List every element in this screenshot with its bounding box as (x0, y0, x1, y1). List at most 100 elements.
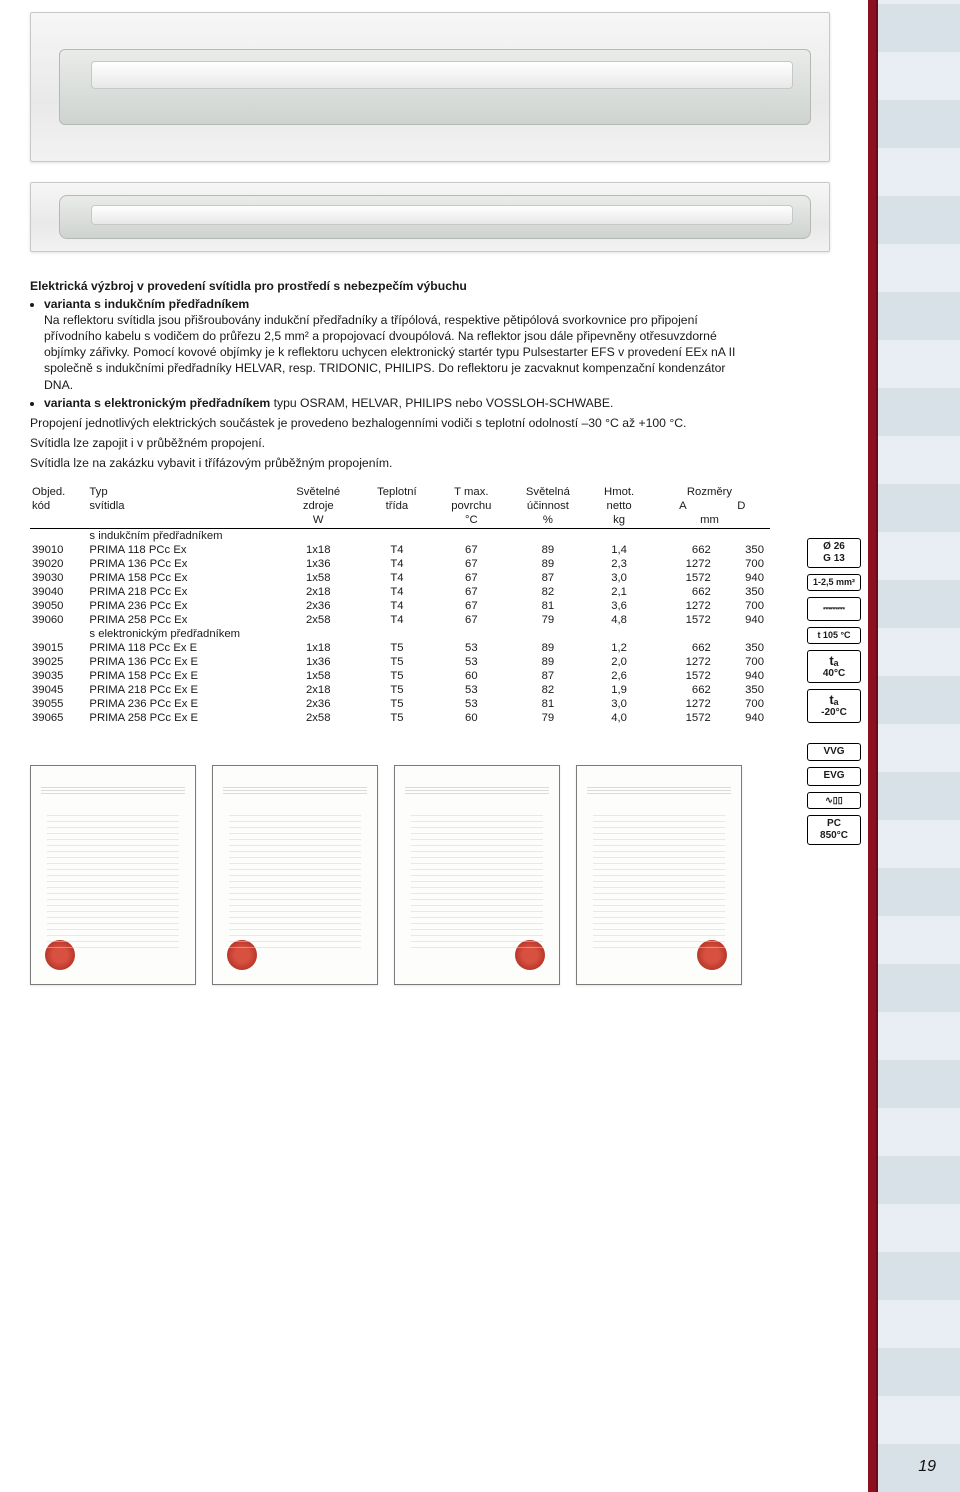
th-dim-A: A (653, 499, 717, 513)
cell-zdroj: 2x58 (279, 613, 362, 627)
cell-zdroj: 1x58 (279, 571, 362, 585)
cell-uc: 79 (511, 613, 590, 627)
table-row: 39015PRIMA 118 PCc Ex E1x18T553891,26623… (30, 641, 770, 655)
th-kod-b: kód (30, 499, 87, 513)
cell-uc: 89 (511, 641, 590, 655)
spec-table-wrap: Objed. Typ Světelné Teplotní T max. Svět… (30, 485, 862, 725)
cell-trida: T4 (362, 543, 436, 557)
table-row: 39035PRIMA 158 PCc Ex E1x58T560872,61572… (30, 669, 770, 683)
th-zdroj-b: zdroje (279, 499, 362, 513)
cell-tmax: 67 (436, 613, 510, 627)
spec-icon-g13: G 13 (810, 554, 858, 565)
th-unit-pct: % (511, 513, 590, 529)
cell-hm: 3,6 (589, 599, 653, 613)
bullet-electronic: varianta s elektronickým předřadníkem ty… (44, 395, 750, 411)
cell-kod: 39030 (30, 571, 87, 585)
table-row: 39050PRIMA 236 PCc Ex2x36T467813,6127270… (30, 599, 770, 613)
cell-typ: PRIMA 258 PCc Ex (87, 613, 278, 627)
cell-typ: PRIMA 258 PCc Ex E (87, 711, 278, 725)
cell-kod: 39035 (30, 669, 87, 683)
table-row: 39045PRIMA 218 PCc Ex E2x18T553821,96623… (30, 683, 770, 697)
spec-icon-t105: t 105 °C (807, 627, 861, 644)
th-trida-b: třída (362, 499, 436, 513)
th-typ-b: svítidla (87, 499, 278, 513)
heading: Elektrická výzbroj v provedení svítidla … (30, 278, 750, 294)
cell-typ: PRIMA 118 PCc Ex E (87, 641, 278, 655)
cell-zdroj: 1x36 (279, 655, 362, 669)
spec-icon-ta-low: tₐ -20°C (807, 689, 861, 722)
cell-A: 1272 (653, 697, 717, 711)
cell-uc: 82 (511, 683, 590, 697)
cell-tmax: 67 (436, 585, 510, 599)
cell-typ: PRIMA 158 PCc Ex E (87, 669, 278, 683)
bullet-electronic-tail: typu OSRAM, HELVAR, PHILIPS nebo VOSSLOH… (270, 396, 613, 410)
cell-tmax: 67 (436, 557, 510, 571)
cell-D: 700 (717, 557, 770, 571)
cell-trida: T5 (362, 683, 436, 697)
cell-uc: 81 (511, 599, 590, 613)
cell-zdroj: 1x36 (279, 557, 362, 571)
bullet-inductive: varianta s indukčním předřadníkem Na ref… (44, 296, 750, 393)
spec-icon-ta-high: tₐ 40°C (807, 650, 861, 683)
certificate-2 (212, 765, 378, 985)
spec-icon-evg: EVG (807, 767, 861, 786)
spec-icon-wave: ∿▯▯ (807, 792, 861, 809)
table-row: 39020PRIMA 136 PCc Ex1x36T467892,3127270… (30, 557, 770, 571)
cell-D: 940 (717, 669, 770, 683)
bullet-inductive-lead: varianta s indukčním předřadníkem (44, 297, 249, 311)
cell-kod: 39020 (30, 557, 87, 571)
cell-hm: 2,1 (589, 585, 653, 599)
cell-uc: 87 (511, 669, 590, 683)
cell-uc: 82 (511, 585, 590, 599)
th-hm-b: netto (589, 499, 653, 513)
cell-trida: T4 (362, 557, 436, 571)
description-text: Elektrická výzbroj v provedení svítidla … (30, 278, 750, 471)
spec-icon-pc-850: PC 850°C (807, 815, 861, 845)
cell-uc: 79 (511, 711, 590, 725)
cell-trida: T5 (362, 641, 436, 655)
th-tmax-b: povrchu (436, 499, 510, 513)
cell-D: 700 (717, 697, 770, 711)
cell-D: 350 (717, 543, 770, 557)
cell-A: 1572 (653, 613, 717, 627)
cell-tmax: 53 (436, 683, 510, 697)
cell-zdroj: 2x18 (279, 585, 362, 599)
th-uc-b: účinnost (511, 499, 590, 513)
cell-D: 940 (717, 613, 770, 627)
cell-kod: 39015 (30, 641, 87, 655)
cell-typ: PRIMA 158 PCc Ex (87, 571, 278, 585)
th-unit-mm: mm (653, 513, 770, 529)
cell-kod: 39065 (30, 711, 87, 725)
cell-hm: 3,0 (589, 571, 653, 585)
cell-typ: PRIMA 236 PCc Ex E (87, 697, 278, 711)
cell-kod: 39045 (30, 683, 87, 697)
cell-zdroj: 2x36 (279, 599, 362, 613)
spec-icon-vvg: VVG (807, 743, 861, 762)
spec-table-body: s indukčním předřadníkem39010PRIMA 118 P… (30, 529, 770, 726)
cell-hm: 2,0 (589, 655, 653, 669)
bullet-inductive-body: Na reflektoru svítidla jsou přišroubován… (44, 313, 735, 391)
cell-uc: 87 (511, 571, 590, 585)
table-row: 39030PRIMA 158 PCc Ex1x58T467873,0157294… (30, 571, 770, 585)
th-hm-a: Hmot. (589, 485, 653, 499)
cell-hm: 4,0 (589, 711, 653, 725)
cell-D: 940 (717, 711, 770, 725)
cell-A: 1272 (653, 655, 717, 669)
cell-typ: PRIMA 236 PCc Ex (87, 599, 278, 613)
para-three-phase: Svítidla lze na zakázku vybavit i třífáz… (30, 455, 750, 471)
cell-zdroj: 1x18 (279, 543, 362, 557)
cell-trida: T4 (362, 613, 436, 627)
cell-tmax: 67 (436, 571, 510, 585)
cell-uc: 89 (511, 655, 590, 669)
spec-icon-column: Ø 26 G 13 1-2,5 mm² ⎓⎓⎓ t 105 °C tₐ 40°C… (806, 538, 862, 845)
table-section-label: s indukčním předřadníkem (87, 529, 770, 544)
table-row: 39060PRIMA 258 PCc Ex2x58T467794,8157294… (30, 613, 770, 627)
table-row: 39055PRIMA 236 PCc Ex E2x36T553813,01272… (30, 697, 770, 711)
cell-kod: 39050 (30, 599, 87, 613)
cell-hm: 3,0 (589, 697, 653, 711)
cell-trida: T4 (362, 571, 436, 585)
cell-hm: 2,3 (589, 557, 653, 571)
th-zdroj-a: Světelné (279, 485, 362, 499)
cell-A: 662 (653, 585, 717, 599)
cell-trida: T4 (362, 599, 436, 613)
